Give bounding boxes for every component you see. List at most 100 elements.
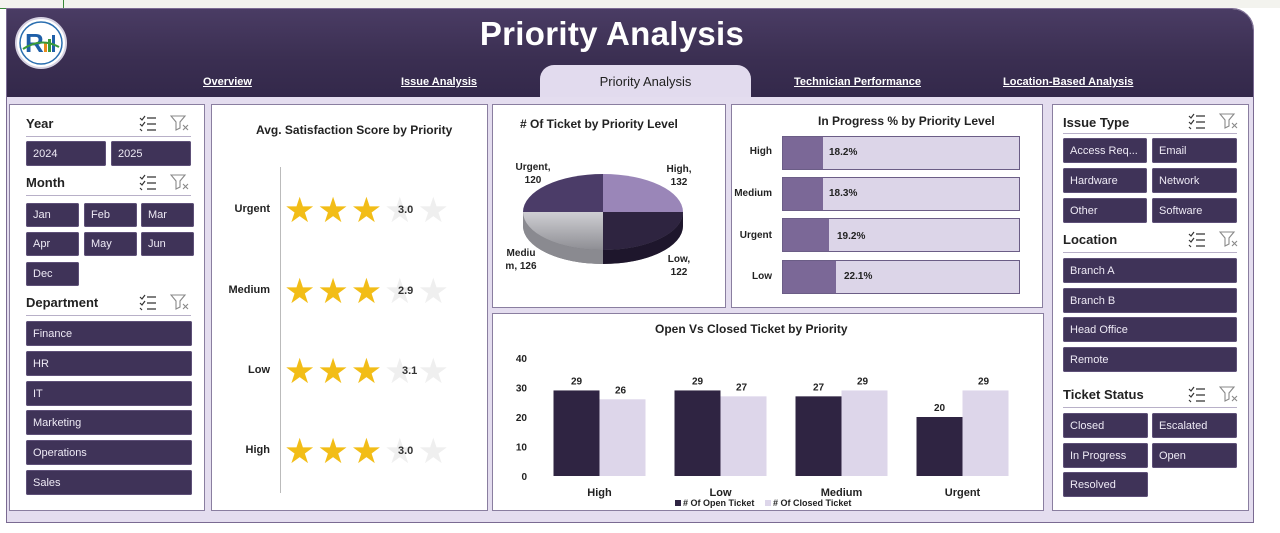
issue-type-slicer-title: Issue Type	[1063, 115, 1130, 130]
star-rating-low: ★ ★ ★ ★ ★	[284, 354, 449, 390]
multi-select-icon[interactable]	[1187, 385, 1207, 403]
divider	[26, 136, 191, 137]
tab-priority-analysis[interactable]: Priority Analysis	[540, 65, 751, 99]
pie-label-high-text: High,	[666, 164, 692, 175]
divider	[1063, 407, 1237, 408]
slicer-month-may[interactable]: May	[84, 232, 137, 256]
star-icon: ★	[317, 191, 349, 230]
axis-line	[280, 167, 281, 493]
slicer-dept-it[interactable]: IT	[26, 381, 192, 406]
pie-chart	[523, 174, 683, 264]
legend-label: # Of Closed Ticket	[773, 498, 851, 508]
department-slicer-title: Department	[26, 295, 99, 310]
slicer-dept-finance[interactable]: Finance	[26, 321, 192, 346]
bar-low-closed	[720, 396, 767, 476]
star-icon: ★	[417, 191, 449, 230]
tab-location-based-analysis[interactable]: Location-Based Analysis	[1003, 76, 1134, 88]
slicer-month-apr[interactable]: Apr	[26, 232, 79, 256]
data-label: 3.0	[398, 445, 414, 457]
tick-label: Low	[248, 364, 270, 376]
multi-select-icon[interactable]	[138, 114, 158, 132]
clear-filter-icon[interactable]	[169, 173, 190, 191]
slicer-issue-other[interactable]: Other	[1063, 198, 1147, 223]
clear-filter-icon[interactable]	[1218, 230, 1239, 248]
data-label: 27	[736, 382, 748, 393]
bar-high-open	[553, 390, 600, 476]
slicer-issue-software[interactable]: Software	[1152, 198, 1237, 223]
slicer-issue-hardware[interactable]: Hardware	[1063, 168, 1147, 193]
right-slicer-panel: Issue Type Access Req... Email Hardware …	[1052, 104, 1249, 511]
x-tick-label: Low	[710, 487, 732, 499]
slicer-month-jan[interactable]: Jan	[26, 203, 79, 227]
star-icon: ★	[317, 432, 349, 471]
x-tick-label: Urgent	[945, 487, 981, 499]
slicer-issue-network[interactable]: Network	[1152, 168, 1237, 193]
pie-label-medium: Mediu m, 126	[499, 247, 543, 273]
tab-overview[interactable]: Overview	[203, 76, 252, 88]
multi-select-icon[interactable]	[138, 293, 158, 311]
pie-3d-edge	[603, 212, 683, 264]
slicer-status-resolved[interactable]: Resolved	[1063, 472, 1148, 497]
location-slicer-title: Location	[1063, 232, 1118, 247]
slicer-status-in-progress[interactable]: In Progress	[1063, 443, 1148, 468]
data-label: 29	[857, 376, 869, 387]
slicer-month-dec[interactable]: Dec	[26, 262, 79, 286]
slicer-status-open[interactable]: Open	[1152, 443, 1237, 468]
slicer-month-feb[interactable]: Feb	[84, 203, 137, 227]
dashboard-header: R Priority Analysis Overview Issue Analy…	[7, 9, 1253, 99]
tick-label: High	[749, 146, 772, 157]
slicer-dept-sales[interactable]: Sales	[26, 470, 192, 495]
data-label: 3.1	[402, 365, 418, 377]
star-icon: ★	[350, 272, 383, 311]
star-icon: ★	[350, 432, 383, 471]
slicer-dept-hr[interactable]: HR	[26, 351, 192, 376]
clear-filter-icon[interactable]	[1218, 385, 1239, 403]
x-tick-label: Medium	[821, 487, 863, 499]
star-icon: ★	[284, 272, 316, 311]
slicer-year-2025[interactable]: 2025	[111, 141, 191, 166]
slicer-location-remote[interactable]: Remote	[1063, 347, 1237, 372]
clear-filter-icon[interactable]	[169, 293, 190, 311]
data-label: 18.2%	[829, 147, 858, 158]
star-icon: ★	[417, 432, 449, 471]
data-label: 26	[615, 385, 627, 396]
star-rating-urgent: ★ ★ ★ ★ ★	[284, 193, 449, 229]
multi-select-icon[interactable]	[1187, 112, 1207, 130]
slicer-issue-email[interactable]: Email	[1152, 138, 1237, 163]
y-tick-label: 20	[516, 413, 528, 424]
tab-issue-analysis[interactable]: Issue Analysis	[401, 76, 478, 88]
spreadsheet-top-strip	[0, 0, 1280, 8]
slicer-location-branch-a[interactable]: Branch A	[1063, 258, 1237, 283]
clear-filter-icon[interactable]	[1218, 112, 1239, 130]
pie-label-low-value: 122	[670, 267, 688, 278]
tab-technician-performance[interactable]: Technician Performance	[794, 76, 921, 88]
y-tick-label: 30	[516, 384, 528, 395]
data-label: 19.2%	[837, 231, 866, 242]
slicer-status-closed[interactable]: Closed	[1063, 413, 1148, 438]
slicer-location-branch-b[interactable]: Branch B	[1063, 288, 1237, 313]
bar-fill-low	[783, 261, 836, 293]
left-slicer-panel: Year 2024 2025 Month Jan Feb Mar Apr May…	[9, 104, 205, 511]
multi-select-icon[interactable]	[1187, 230, 1207, 248]
data-label: 29	[692, 376, 704, 387]
clear-filter-icon[interactable]	[169, 114, 190, 132]
slicer-month-jun[interactable]: Jun	[141, 232, 194, 256]
bar-urgent-open	[916, 417, 963, 476]
tick-label: Medium	[228, 284, 270, 296]
bar-urgent-closed	[962, 390, 1009, 476]
slicer-year-2024[interactable]: 2024	[26, 141, 106, 166]
open-closed-panel: Open Vs Closed Ticket by Priority 0 10 20 3…	[492, 313, 1044, 511]
legend-swatch	[765, 500, 771, 506]
chart-title: Avg. Satisfaction Score by Priority	[256, 123, 453, 137]
slicer-dept-operations[interactable]: Operations	[26, 440, 192, 465]
star-icon: ★	[384, 191, 416, 230]
pie-label-medium-value: 126	[519, 261, 537, 272]
star-icon: ★	[384, 272, 416, 311]
slicer-issue-access-request[interactable]: Access Req...	[1063, 138, 1147, 163]
pie-label-urgent: Urgent, 120	[509, 161, 557, 187]
multi-select-icon[interactable]	[138, 173, 158, 191]
slicer-location-head-office[interactable]: Head Office	[1063, 317, 1237, 342]
slicer-month-mar[interactable]: Mar	[141, 203, 194, 227]
slicer-dept-marketing[interactable]: Marketing	[26, 410, 192, 435]
slicer-status-escalated[interactable]: Escalated	[1152, 413, 1237, 438]
